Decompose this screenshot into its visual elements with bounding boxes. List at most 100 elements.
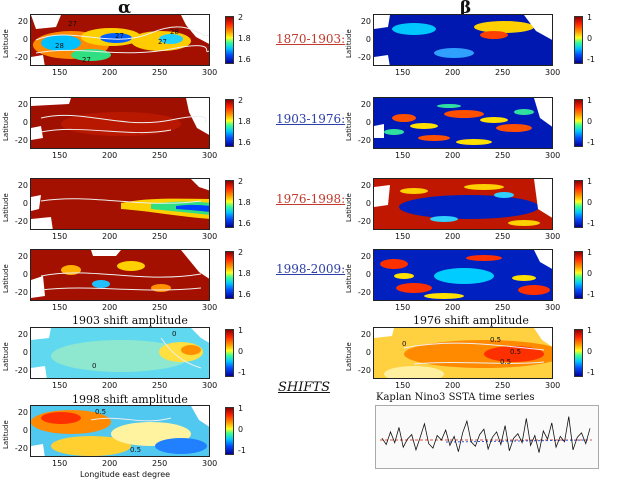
period-label-1998: 1998-2009:	[276, 262, 346, 276]
lat-tick-label: -20	[357, 217, 371, 226]
alpha-map-1870	[30, 14, 210, 66]
lon-tick-label: 200	[102, 303, 118, 312]
lat-tick-label: -20	[14, 53, 28, 62]
contour-label: 28	[170, 28, 179, 36]
contour-label: 0.5	[510, 348, 522, 356]
nino3-title: Kaplan Nino3 SSTA time series	[376, 392, 535, 403]
lat-tick-label: -20	[14, 366, 28, 375]
colorbar-tick-label: 1	[587, 326, 593, 335]
lon-tick-label: 150	[52, 232, 68, 241]
lat-tick-label: 20	[17, 17, 28, 26]
colorbar-tick-label: 1.6	[238, 290, 251, 299]
contour-label: 28	[55, 42, 64, 50]
nino3-chart	[375, 405, 599, 469]
colorbar	[225, 180, 234, 228]
colorbar	[574, 99, 583, 147]
lon-tick-label: 300	[202, 151, 218, 160]
lat-tick-label: 0	[22, 348, 28, 357]
lon-tick-label: 200	[102, 151, 118, 160]
alpha-map-shift-1903	[30, 327, 210, 379]
colorbar-tick-label: -1	[587, 55, 595, 64]
lon-tick-label: 250	[495, 303, 511, 312]
lat-tick-label: 0	[365, 199, 371, 208]
lon-tick-label: 250	[495, 381, 511, 390]
lat-tick-label: 0	[365, 35, 371, 44]
latitude-axis-label: Latitude	[345, 29, 353, 58]
lon-tick-label: 250	[152, 232, 168, 241]
colorbar-tick-label: 1	[587, 13, 593, 22]
contour-label: 0.5	[490, 336, 502, 344]
lon-tick-label: 300	[545, 68, 561, 77]
lon-tick-label: 300	[545, 381, 561, 390]
lat-tick-label: 0	[22, 118, 28, 127]
colorbar	[225, 329, 234, 377]
lat-tick-label: -20	[14, 288, 28, 297]
contour-label: 0	[172, 330, 177, 338]
colorbar	[225, 407, 234, 455]
colorbar-tick-label: 1	[238, 404, 244, 413]
colorbar-tick-label: 1	[238, 326, 244, 335]
colorbar-tick-label: 1.8	[238, 269, 251, 278]
latitude-axis-label: Latitude	[345, 342, 353, 371]
colorbar-tick-label: 1	[587, 248, 593, 257]
latitude-axis-label: Latitude	[2, 112, 10, 141]
lon-tick-label: 300	[545, 303, 561, 312]
lon-tick-label: 150	[395, 381, 411, 390]
beta-map-shift-1976	[373, 327, 553, 379]
beta-map-1903	[373, 97, 553, 149]
colorbar-tick-label: 1.8	[238, 198, 251, 207]
colorbar	[225, 16, 234, 64]
lat-tick-label: 0	[22, 270, 28, 279]
lon-tick-label: 150	[52, 68, 68, 77]
nino3-series-line	[381, 416, 591, 453]
contour-label: 0.5	[130, 446, 142, 454]
colorbar-tick-label: 2	[238, 96, 244, 105]
longitude-axis-label: Longitude east degree	[80, 470, 171, 479]
colorbar-tick-label: 2	[238, 248, 244, 257]
lon-tick-label: 150	[52, 303, 68, 312]
period-label-1870: 1870-1903:	[276, 32, 346, 46]
colorbar-tick-label: 1.6	[238, 55, 251, 64]
colorbar-tick-label: 0	[587, 269, 593, 278]
lon-tick-label: 250	[152, 381, 168, 390]
lat-tick-label: 20	[17, 330, 28, 339]
contour-label: 27	[115, 32, 124, 40]
period-label-1976: 1976-1998:	[276, 192, 346, 206]
lat-tick-label: 0	[22, 35, 28, 44]
contour-label: 27	[68, 20, 77, 28]
lat-tick-label: 20	[17, 408, 28, 417]
lat-tick-label: 20	[360, 17, 371, 26]
lon-tick-label: 200	[102, 68, 118, 77]
colorbar-tick-label: 1.8	[238, 34, 251, 43]
contour-label: 0.5	[95, 408, 107, 416]
latitude-axis-label: Latitude	[2, 193, 10, 222]
lon-tick-label: 300	[202, 381, 218, 390]
alpha-map-shift-1998	[30, 405, 210, 457]
lat-tick-label: 20	[17, 100, 28, 109]
lon-tick-label: 250	[152, 68, 168, 77]
lon-tick-label: 250	[152, 459, 168, 468]
colorbar	[574, 329, 583, 377]
colorbar-tick-label: -1	[238, 446, 246, 455]
lat-tick-label: 0	[22, 426, 28, 435]
lon-tick-label: 150	[395, 68, 411, 77]
lon-tick-label: 300	[202, 232, 218, 241]
shift-1903-title: 1903 shift amplitude	[72, 314, 188, 327]
lat-tick-label: 20	[360, 252, 371, 261]
colorbar-tick-label: 0	[587, 198, 593, 207]
colorbar-tick-label: 1	[587, 177, 593, 186]
lon-tick-label: 150	[52, 151, 68, 160]
colorbar-tick-label: -1	[238, 368, 246, 377]
colorbar-tick-label: -1	[587, 368, 595, 377]
lon-tick-label: 300	[202, 303, 218, 312]
colorbar-tick-label: -1	[587, 138, 595, 147]
alpha-header: α	[118, 0, 132, 18]
lon-tick-label: 250	[495, 151, 511, 160]
contour-label: 0.5	[500, 358, 512, 366]
colorbar-tick-label: 0	[587, 347, 593, 356]
lon-tick-label: 150	[395, 232, 411, 241]
lon-tick-label: 150	[52, 459, 68, 468]
latitude-axis-label: Latitude	[2, 342, 10, 371]
lat-tick-label: 20	[360, 181, 371, 190]
latitude-axis-label: Latitude	[345, 193, 353, 222]
